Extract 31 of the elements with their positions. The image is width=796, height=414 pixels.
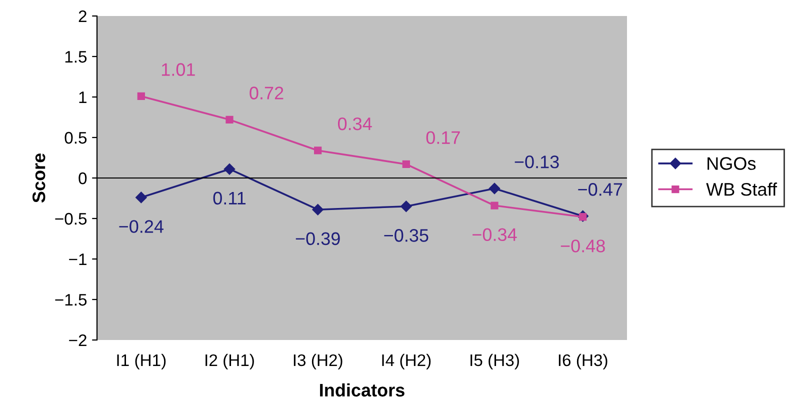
data-label: 0.72 xyxy=(250,86,284,100)
y-tick-label: −0.5 xyxy=(55,212,87,225)
data-label: 0.11 xyxy=(213,192,246,205)
y-tick-label: 2 xyxy=(78,10,86,22)
x-tick-label: I1 (H1) xyxy=(117,354,166,370)
y-tick-label: −1.5 xyxy=(55,294,87,306)
data-label: −0.39 xyxy=(296,232,340,246)
legend-label: NGOs xyxy=(708,157,756,170)
data-label: 1.01 xyxy=(162,63,195,76)
y-tick-label: 1 xyxy=(79,92,86,104)
data-label: −0.35 xyxy=(384,229,428,242)
data-label: 0.34 xyxy=(338,117,372,130)
x-tick-label: I6 (H3) xyxy=(558,354,608,370)
y-axis-title: Score xyxy=(32,154,46,203)
data-label: −0.48 xyxy=(560,240,605,252)
data-label: −0.34 xyxy=(472,228,517,242)
data-label: −0.47 xyxy=(578,183,622,196)
x-tick-label: I5 (H3) xyxy=(470,354,519,370)
data-label: −0.13 xyxy=(514,156,559,168)
x-tick-label: I4 (H2) xyxy=(382,354,431,370)
y-tick-label: 0.5 xyxy=(64,132,87,144)
y-tick-label: −1 xyxy=(69,254,86,266)
data-label: −0.24 xyxy=(119,220,164,233)
legend-label: WB Staff xyxy=(706,182,778,196)
y-tick-label: 1.5 xyxy=(65,51,87,63)
x-tick-label: I2 (H1) xyxy=(206,354,254,370)
y-tick-label: −2 xyxy=(69,334,86,346)
y-tick-label: 0 xyxy=(78,172,87,184)
x-tick-label: I3 (H2) xyxy=(294,354,342,370)
x-axis-title: Indicators xyxy=(320,383,404,397)
data-label: 0.17 xyxy=(426,131,460,144)
